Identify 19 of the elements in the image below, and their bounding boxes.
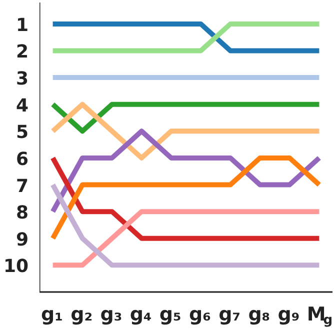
x-tick-label: g₂ [70,303,93,326]
x-tick-label: g₄ [130,303,152,326]
y-tick-label: 10 [3,256,29,278]
x-tick-label: g₃ [100,303,122,326]
y-tick-label: 8 [16,202,29,224]
y-tick-label: 2 [16,42,29,63]
y-tick-label: 1 [16,14,29,36]
x-tick-label: g₆ [189,303,211,326]
x-tick-label: g₁ [41,303,63,326]
y-tick-label: 5 [16,122,29,144]
y-tick-label: 9 [16,229,29,250]
y-tick-label: 4 [16,95,29,116]
x-tick-label: g₇ [218,303,241,326]
x-tick-label: g₈ [248,303,270,326]
y-tick-label: 7 [16,176,29,197]
y-tick-label: 3 [16,68,29,90]
x-tick-label: g₅ [159,303,182,326]
x-tick-label: g₉ [278,303,300,326]
y-tick-label: 6 [16,148,29,170]
